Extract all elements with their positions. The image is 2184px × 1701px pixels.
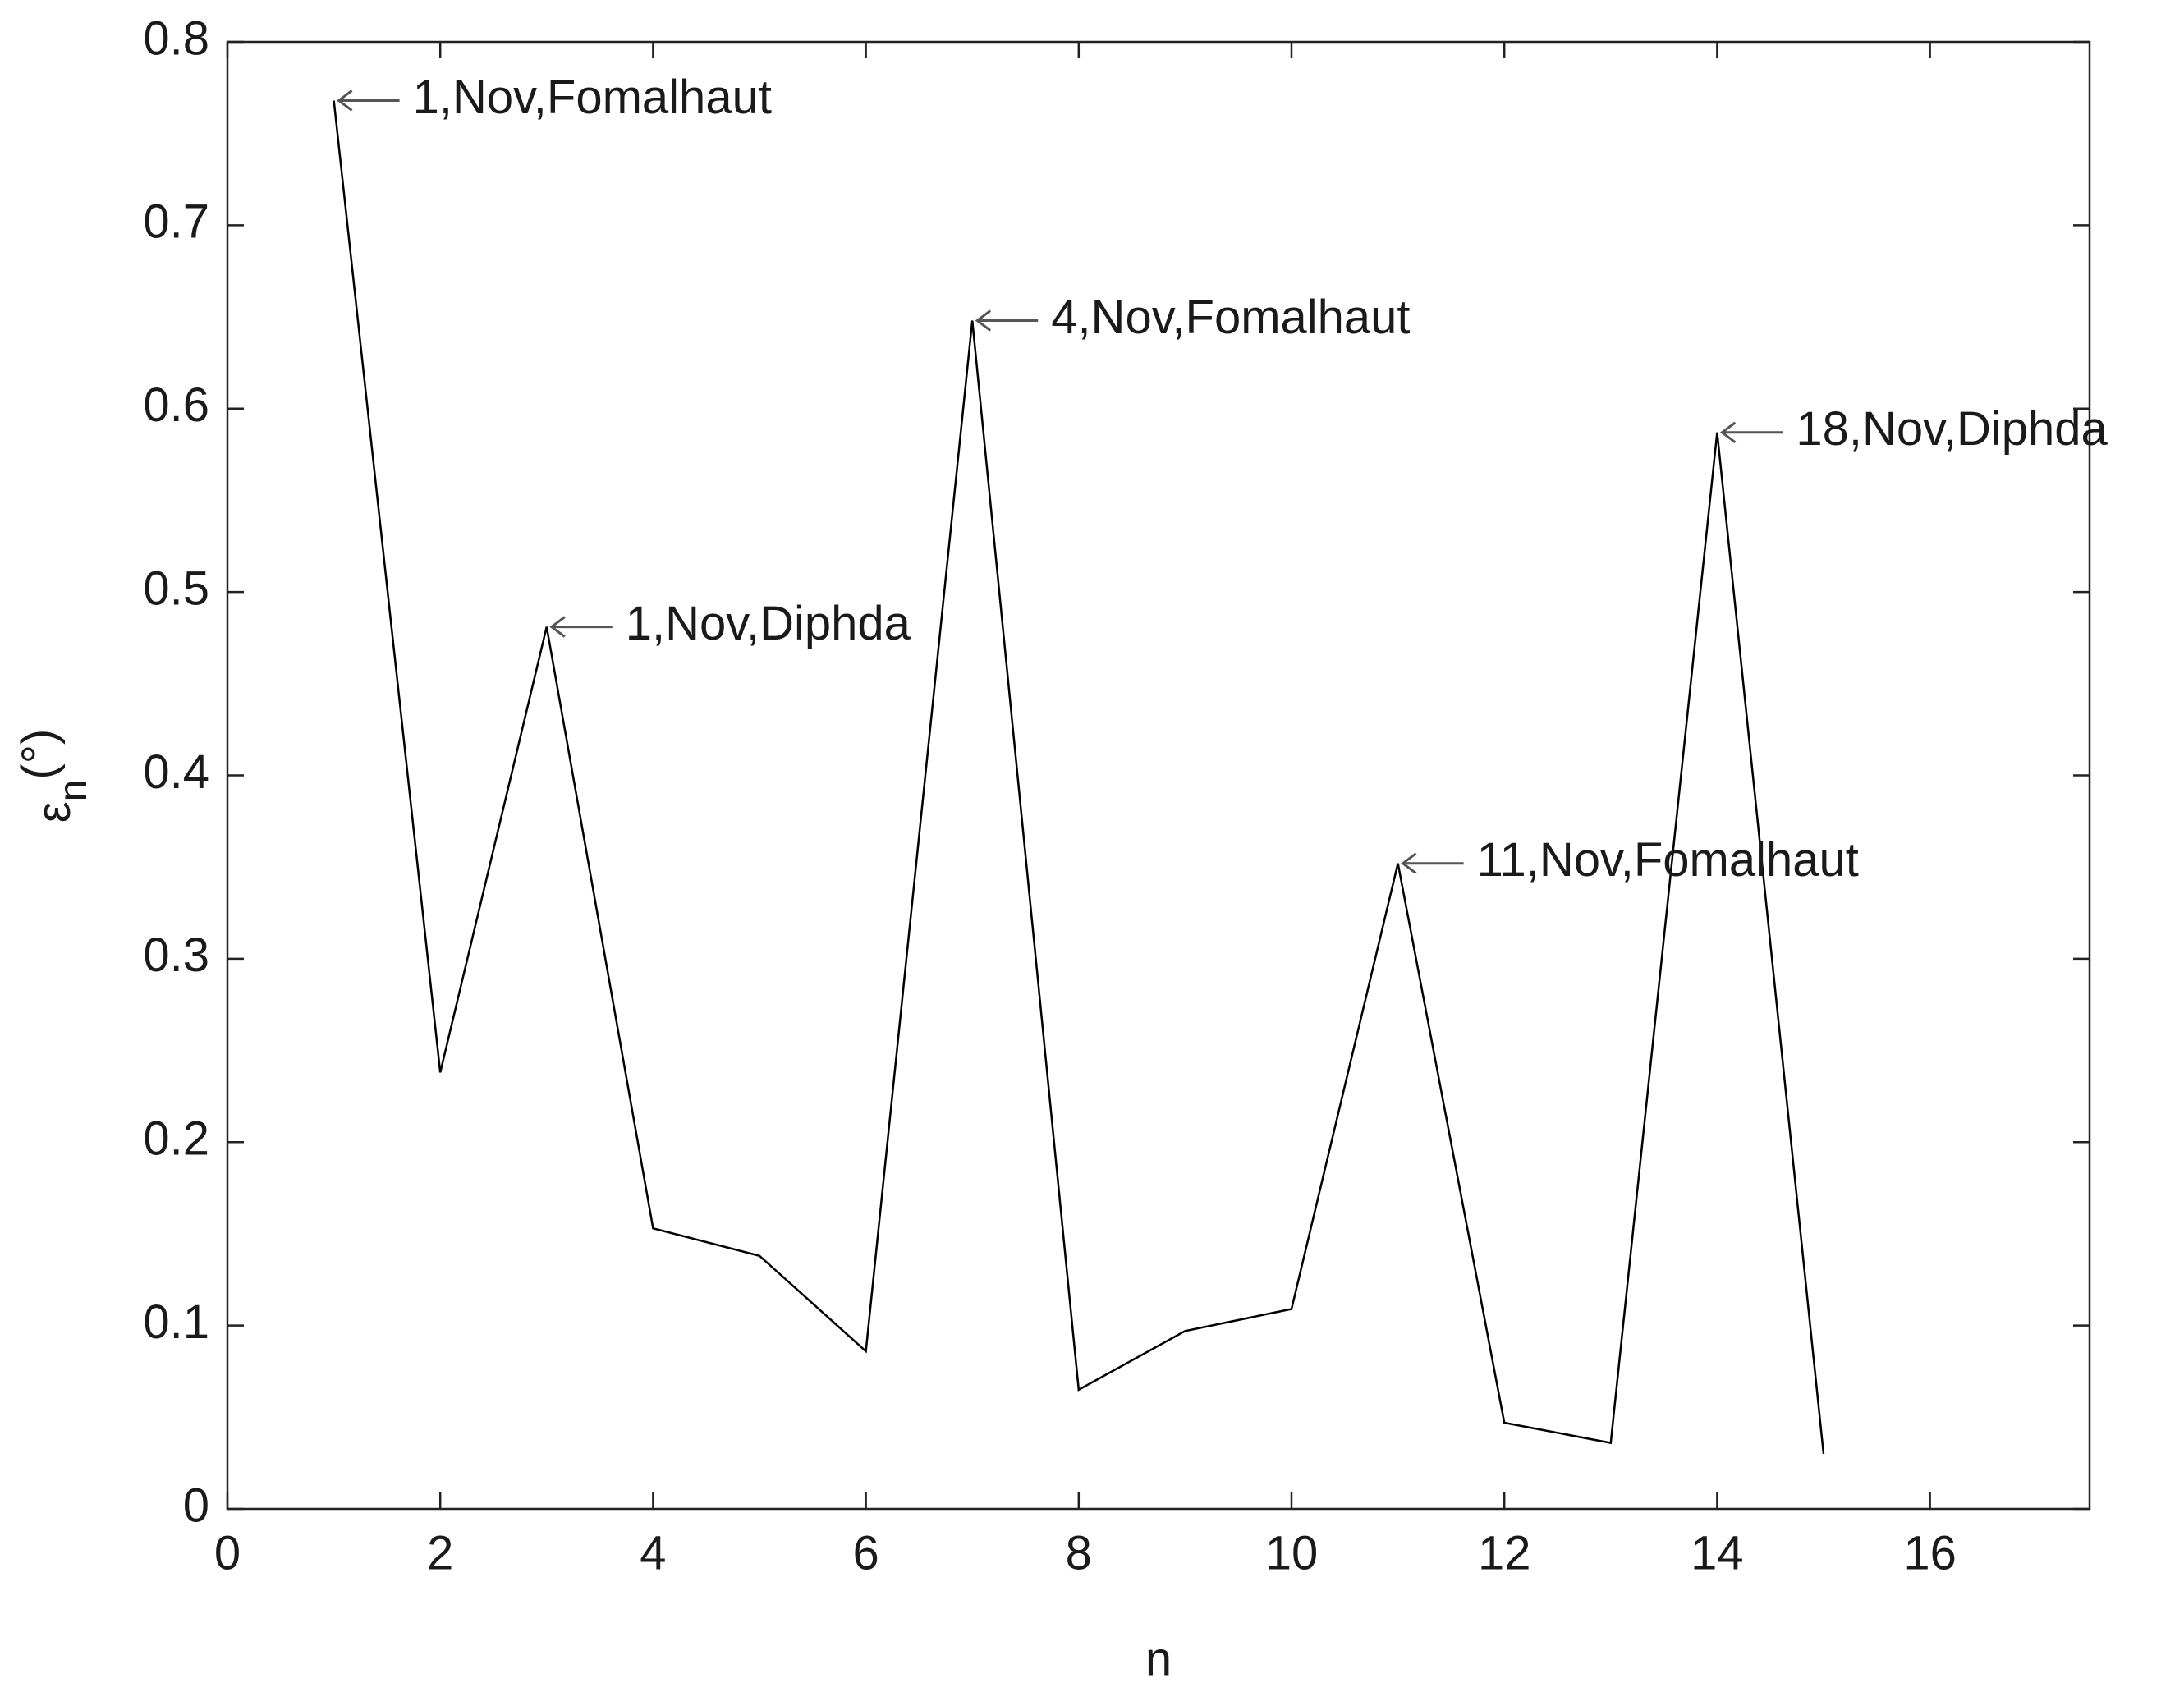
annotation-label: 4,Nov,Fomalhaut: [1051, 291, 1410, 344]
data-line: [333, 100, 1825, 1455]
x-tick-label: 0: [214, 1526, 241, 1580]
y-label-subscript: n: [52, 780, 95, 802]
y-tick-label: 0.6: [143, 378, 209, 432]
annotation-arrowhead: [337, 89, 353, 112]
y-label-unit: (°): [12, 729, 66, 780]
x-axis-label: n: [1145, 1632, 1172, 1685]
annotation-arrowhead: [975, 309, 992, 332]
x-tick-label: 8: [1066, 1526, 1092, 1580]
y-axis-label: εn(°): [12, 729, 94, 823]
y-tick-label: 0.4: [143, 745, 209, 799]
y-tick-label: 0.3: [143, 928, 209, 982]
annotation-label: 1,Nov,Fomalhaut: [413, 71, 772, 124]
y-tick-label: 0: [183, 1479, 209, 1532]
x-tick-label: 12: [1478, 1526, 1531, 1580]
y-tick-label: 0.7: [143, 195, 209, 249]
annotation-arrowhead: [549, 616, 566, 638]
x-tick-label: 4: [640, 1526, 666, 1580]
annotation-label: 11,Nov,Fomalhaut: [1477, 833, 1859, 887]
x-tick-label: 6: [852, 1526, 879, 1580]
x-tick-label: 14: [1691, 1526, 1744, 1580]
x-tick-label: 2: [427, 1526, 453, 1580]
plot-frame: [226, 40, 2091, 1511]
x-tick-label: 16: [1903, 1526, 1957, 1580]
annotation-arrowhead: [1719, 421, 1737, 443]
y-tick-label: 0.2: [143, 1112, 209, 1166]
annotation-label: 18,Nov,Diphda: [1796, 402, 2108, 456]
y-tick-label: 0.1: [143, 1295, 209, 1349]
annotation-label: 1,Nov,Diphda: [626, 597, 911, 650]
y-label-symbol: ε: [27, 801, 80, 823]
y-tick-label: 0.8: [143, 11, 209, 65]
x-tick-label: 10: [1265, 1526, 1319, 1580]
y-tick-label: 0.5: [143, 562, 209, 615]
annotation-arrowhead: [1401, 852, 1417, 874]
